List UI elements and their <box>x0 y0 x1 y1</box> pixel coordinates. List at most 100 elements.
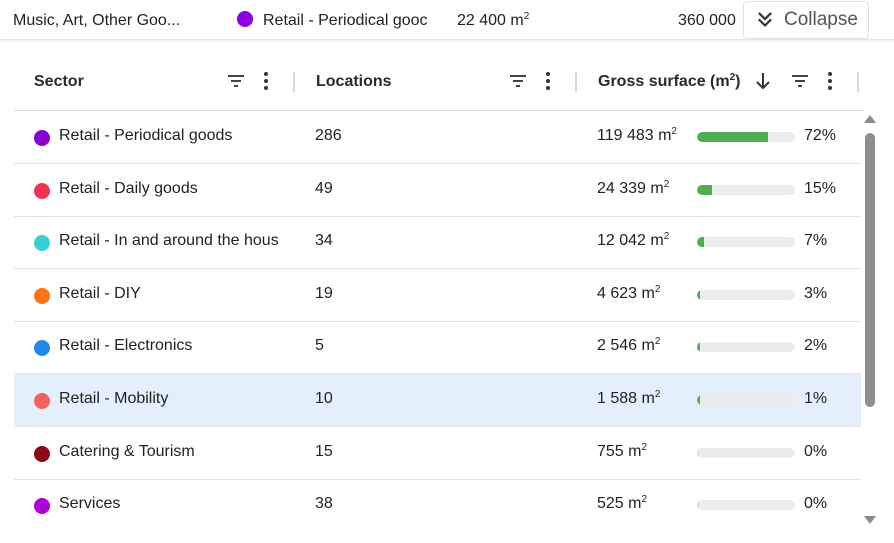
gross-surface-exp: 2 <box>663 231 670 243</box>
gross-surface-cell: 525 m2 <box>597 495 647 513</box>
gross-surface-exp: 2 <box>641 441 648 453</box>
sector-color-dot <box>34 445 50 462</box>
column-header-locations[interactable]: Locations <box>316 53 392 110</box>
column-header-gross-surface-exp: 2 <box>729 71 736 83</box>
more-vertical-icon[interactable] <box>537 70 559 92</box>
table-header: Sector Locations Gross surface (m2) <box>14 53 864 111</box>
gross-surface-exp: 2 <box>663 178 670 190</box>
share-percent-cell: 3% <box>804 284 828 302</box>
locations-cell: 19 <box>315 284 333 302</box>
share-percent-cell: 7% <box>804 232 828 250</box>
locations-cell: 286 <box>315 127 342 144</box>
share-percent-cell: 0% <box>804 442 828 460</box>
locations-cell: 5 <box>315 337 324 355</box>
sector-cell: Retail - Electronics <box>59 337 193 355</box>
scrollbar-thumb[interactable] <box>865 133 875 407</box>
sector-color-dot <box>34 287 50 304</box>
share-bar-fill <box>697 342 700 353</box>
summary-surface-exp: 2 <box>523 11 530 22</box>
share-bar-fill <box>697 237 704 248</box>
sector-cell: Retail - Mobility <box>59 390 169 407</box>
column-resize-handle[interactable] <box>575 72 577 92</box>
gross-surface-cell: 755 m2 <box>597 441 648 461</box>
sector-color-dot <box>34 393 50 409</box>
table-row[interactable]: Retail - Daily goods 49 24 339 m2 15% <box>14 164 861 217</box>
gross-surface-exp: 2 <box>641 494 648 506</box>
column-header-locations-label: Locations <box>316 72 392 90</box>
share-bar <box>697 184 795 195</box>
sector-color-dot <box>34 498 50 515</box>
sector-color-dot <box>34 130 50 146</box>
summary-sector-color-dot <box>237 11 253 27</box>
gross-surface-number: 525 m <box>597 495 642 513</box>
share-bar <box>697 289 795 300</box>
filter-icon[interactable] <box>507 70 529 92</box>
summary-value: 360 000 <box>678 12 736 29</box>
share-bar-fill <box>697 395 700 405</box>
more-vertical-icon[interactable] <box>255 70 277 92</box>
gross-surface-cell: 4 623 m2 <box>597 284 660 303</box>
share-bar-fill <box>697 289 700 300</box>
share-bar-fill <box>697 132 768 142</box>
gross-surface-cell: 24 339 m2 <box>597 178 670 198</box>
table-row[interactable]: Retail - Periodical goods 286 119 483 m2 72… <box>14 111 861 164</box>
table-row[interactable]: Retail - Electronics 5 2 546 m2 2% <box>14 321 861 375</box>
sector-cell: Retail - Periodical goods <box>59 127 233 144</box>
share-bar-fill <box>697 184 712 195</box>
table-row[interactable]: Retail - Mobility 10 1 588 m2 1% <box>14 374 861 427</box>
sector-cell: Services <box>59 495 121 513</box>
column-resize-handle[interactable] <box>293 72 295 92</box>
column-header-sector[interactable]: Sector <box>34 53 84 110</box>
gross-surface-exp: 2 <box>654 336 661 348</box>
filter-icon[interactable] <box>789 70 811 92</box>
double-chevron-down-icon <box>758 12 772 27</box>
scroll-up-arrow-icon[interactable] <box>864 115 876 123</box>
share-bar-fill <box>697 500 699 511</box>
table-row[interactable]: Retail - DIY 19 4 623 m2 3% <box>14 269 861 322</box>
share-percent-cell: 2% <box>804 337 828 355</box>
sector-color-dot <box>34 340 50 357</box>
table-row[interactable]: Services 38 525 m2 0% <box>14 479 861 531</box>
share-bar <box>697 500 795 511</box>
gross-surface-number: 4 623 m <box>597 284 655 302</box>
summary-surface-number: 22 400 m <box>457 12 524 29</box>
locations-cell: 10 <box>315 390 333 407</box>
filter-icon[interactable] <box>225 70 247 92</box>
summary-surface: 22 400 m2 <box>457 11 577 31</box>
gross-surface-exp: 2 <box>654 389 661 400</box>
sort-descending-arrow-icon[interactable] <box>752 70 774 92</box>
column-header-gross-surface-suffix: ) <box>735 72 741 90</box>
gross-surface-number: 755 m <box>597 442 642 460</box>
table-body: Retail - Periodical goods 286 119 483 m2 72… <box>14 111 861 531</box>
gross-surface-number: 2 546 m <box>597 337 655 355</box>
gross-surface-exp: 2 <box>671 126 677 137</box>
sector-color-dot <box>34 235 50 252</box>
gross-surface-cell: 119 483 m2 <box>597 127 677 145</box>
summary-current-sector: Retail - Periodical gooc <box>263 12 428 29</box>
share-percent-cell: 0% <box>804 495 828 513</box>
column-resize-handle[interactable] <box>857 72 859 92</box>
share-bar <box>697 132 795 142</box>
locations-cell: 15 <box>315 442 333 460</box>
summary-strip: Music, Art, Other Goo... Retail - Period… <box>0 0 894 40</box>
more-vertical-icon[interactable] <box>819 70 841 92</box>
collapse-button[interactable]: Collapse <box>743 1 869 39</box>
gross-surface-cell: 1 588 m2 <box>597 390 660 408</box>
share-percent-cell: 1% <box>804 390 828 407</box>
sector-cell: Catering & Tourism <box>59 442 195 460</box>
column-header-gross-surface[interactable]: Gross surface (m2) <box>598 53 741 110</box>
share-bar-fill <box>697 447 699 458</box>
summary-prev-sector: Music, Art, Other Goo... <box>13 12 181 29</box>
share-bar <box>697 342 795 353</box>
vertical-scrollbar[interactable] <box>861 111 879 531</box>
scroll-down-arrow-icon[interactable] <box>864 516 876 524</box>
table-row[interactable]: Catering & Tourism 15 755 m2 0% <box>14 427 861 480</box>
sector-color-dot <box>34 182 50 199</box>
gross-surface-number: 1 588 m <box>597 390 655 407</box>
column-header-sector-label: Sector <box>34 72 84 90</box>
collapse-label: Collapse <box>784 9 858 30</box>
sector-cell: Retail - In and around the hous <box>59 232 279 250</box>
table-row[interactable]: Retail - In and around the hous 34 12 042 … <box>14 216 861 270</box>
column-header-gross-surface-label: Gross surface (m2) <box>598 71 741 91</box>
locations-cell: 49 <box>315 179 333 197</box>
